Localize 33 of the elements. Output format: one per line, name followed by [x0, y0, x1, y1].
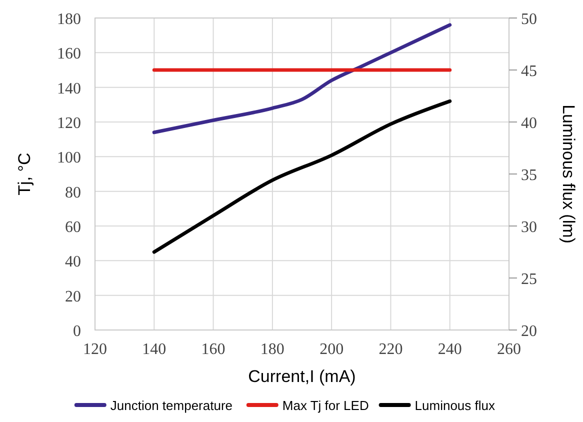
y2-tick-label: 30	[521, 219, 537, 236]
y-tick-label: 20	[65, 288, 81, 306]
y-tick-label: 60	[65, 219, 81, 236]
x-tick-label: 200	[320, 341, 344, 358]
y-tick-label: 180	[57, 11, 81, 28]
y2-tick-label: 35	[521, 167, 537, 184]
x-tick-label: 220	[378, 341, 403, 358]
x-tick-label: 260	[497, 341, 521, 358]
x-axis-title: Current,I (mA)	[248, 367, 356, 386]
y-tick-label: 160	[57, 46, 81, 63]
y2-tick-label: 40	[521, 115, 537, 132]
y2-axis-title: Luminous flux (lm)	[559, 104, 578, 244]
legend-label: Luminous flux	[414, 398, 496, 413]
y-tick-label: 140	[57, 80, 81, 98]
x-tick-label: 140	[142, 341, 166, 358]
y-tick-label: 40	[65, 254, 81, 271]
y-tick-label: 0	[73, 323, 81, 340]
legend-label: Max Tj for LED	[282, 398, 369, 413]
line-series	[152, 23, 452, 134]
y-tick-label: 80	[65, 184, 81, 202]
y2-tick-label: 45	[521, 63, 537, 80]
y-tick-label: 100	[57, 150, 81, 167]
x-tick-label: 160	[201, 341, 226, 358]
x-tick-label: 180	[260, 341, 284, 358]
y-axis-title: Tj, °C	[15, 152, 34, 196]
line-series	[152, 99, 452, 254]
y-tick-label: 120	[57, 115, 81, 132]
y2-tick-label: 20	[521, 323, 537, 340]
x-tick-label: 120	[83, 341, 107, 358]
y2-tick-label: 25	[521, 271, 537, 288]
y2-tick-label: 50	[521, 11, 537, 28]
x-tick-label: 240	[438, 341, 462, 358]
legend-label: Junction temperature	[110, 398, 233, 413]
